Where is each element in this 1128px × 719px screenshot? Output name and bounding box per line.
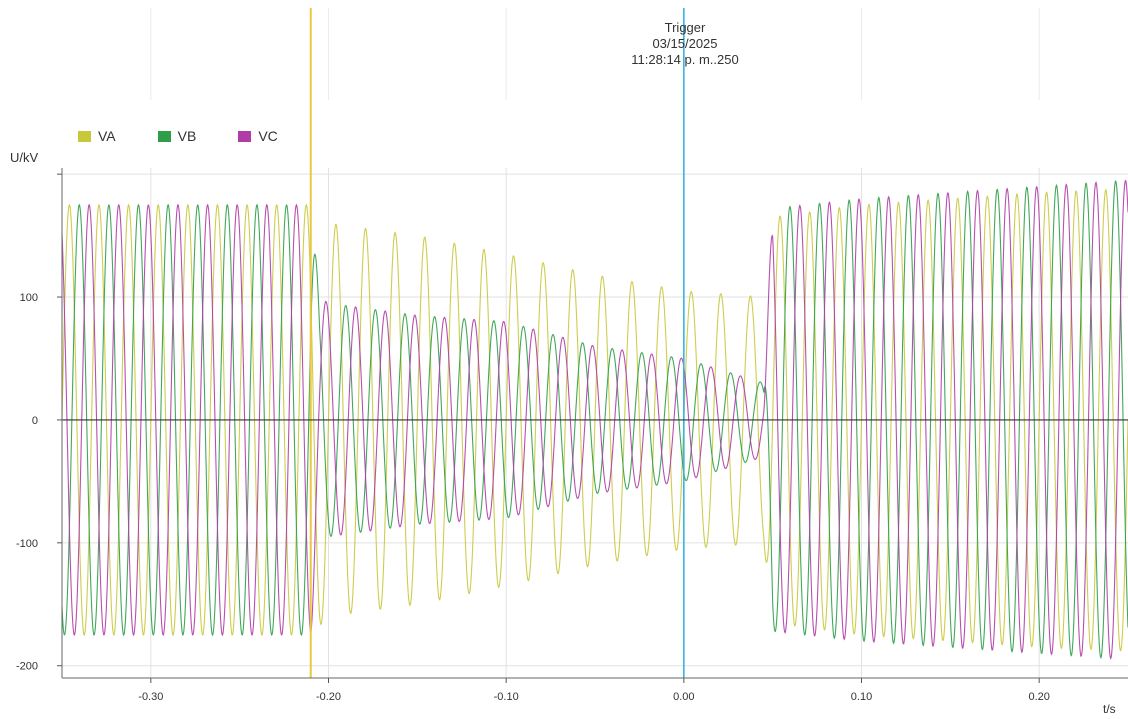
y-tick-label: -200 [16,661,38,673]
axes: -0.30 -0.20 -0.10 0.00 0.10 0.20 -200 -100 0 100 [16,168,1128,703]
series-line-vb [61,180,1128,660]
legend-label-vb: VB [177,128,197,144]
legend-item-vb[interactable]: VB [157,128,197,144]
series-line-vc [61,180,1128,660]
legend-swatch-vc [238,130,252,142]
legend-label-va: VA [98,128,116,144]
y-tick-label: 100 [20,292,38,304]
x-tick-label: -0.10 [494,691,519,703]
trigger-title: Trigger [664,20,706,35]
trigger-time: 11:28:14 p. m..250 [631,52,739,67]
legend-swatch-vb [157,130,171,142]
legend-label-vc: VC [258,128,278,144]
trigger-date: 03/15/2025 [652,36,718,51]
legend: VA VB VC [78,128,320,144]
x-tick-label: -0.20 [316,691,341,703]
legend-item-vc[interactable]: VC [238,128,278,144]
y-axis-label: U/kV [10,150,39,165]
trigger-label: Trigger 03/15/2025 11:28:14 p. m..250 [560,20,810,68]
x-tick-label: 0.00 [673,691,694,703]
x-tick-label: -0.30 [138,691,163,703]
y-tick-label: 0 [32,415,38,427]
y-tick-label: -100 [16,538,38,550]
x-tick-label: 0.20 [1028,691,1049,703]
legend-swatch-va [78,130,91,142]
x-tick-label: 0.10 [851,691,872,703]
legend-item-va[interactable]: VA [78,128,116,144]
x-axis-label: t/s [1103,702,1116,716]
